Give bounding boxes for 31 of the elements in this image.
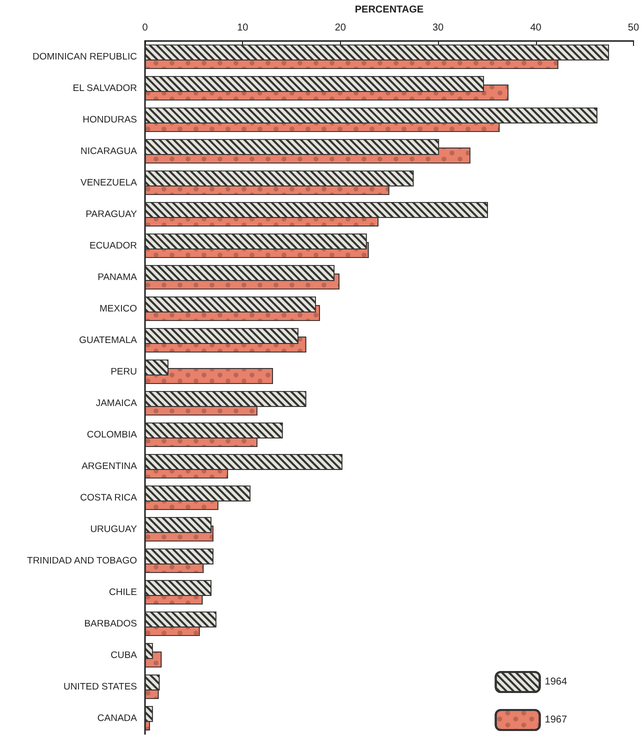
y-tick-label: GUATEMALA <box>79 334 138 346</box>
y-tick-label: CHILE <box>109 586 137 598</box>
legend-label: 1964 <box>544 676 568 688</box>
x-tick-label: 40 <box>530 22 542 34</box>
y-tick-label: TRINIDAD AND TOBAGO <box>27 555 137 566</box>
y-tick-label: DOMINICAN REPUBLIC <box>32 51 138 62</box>
y-tick-label: PARAGUAY <box>86 208 138 220</box>
y-tick-label: ARGENTINA <box>82 460 138 472</box>
y-tick-label: BARBADOS <box>84 618 137 630</box>
y-tick-label: MEXICO <box>100 303 137 314</box>
y-tick-label: CANADA <box>97 712 138 724</box>
y-tick-label: COLOMBIA <box>86 429 138 440</box>
y-tick-label: HONDURAS <box>82 114 137 126</box>
x-tick-label: 50 <box>628 22 640 34</box>
y-tick-label: CUBA <box>110 650 138 661</box>
y-tick-label: URUGUAY <box>90 524 138 535</box>
x-axis-title: PERCENTAGE <box>354 4 424 16</box>
x-tick-label: 20 <box>334 22 346 34</box>
x-tick-label: 0 <box>142 22 148 34</box>
y-tick-label: JAMAICA <box>96 398 138 409</box>
y-tick-label: COSTA RICA <box>80 492 138 504</box>
y-tick-label: EL SALVADOR <box>72 82 138 94</box>
y-tick-label: UNITED STATES <box>63 681 137 692</box>
y-tick-label: VENEZUELA <box>80 177 138 188</box>
legend-label: 1967 <box>544 714 568 726</box>
y-tick-label: ECUADOR <box>89 240 138 252</box>
y-tick-label: PERU <box>110 366 138 378</box>
y-tick-label: NICARAGUA <box>80 146 138 157</box>
x-tick-label: 30 <box>432 22 444 34</box>
y-tick-label: PANAMA <box>98 272 138 283</box>
x-tick-label: 10 <box>237 22 249 34</box>
